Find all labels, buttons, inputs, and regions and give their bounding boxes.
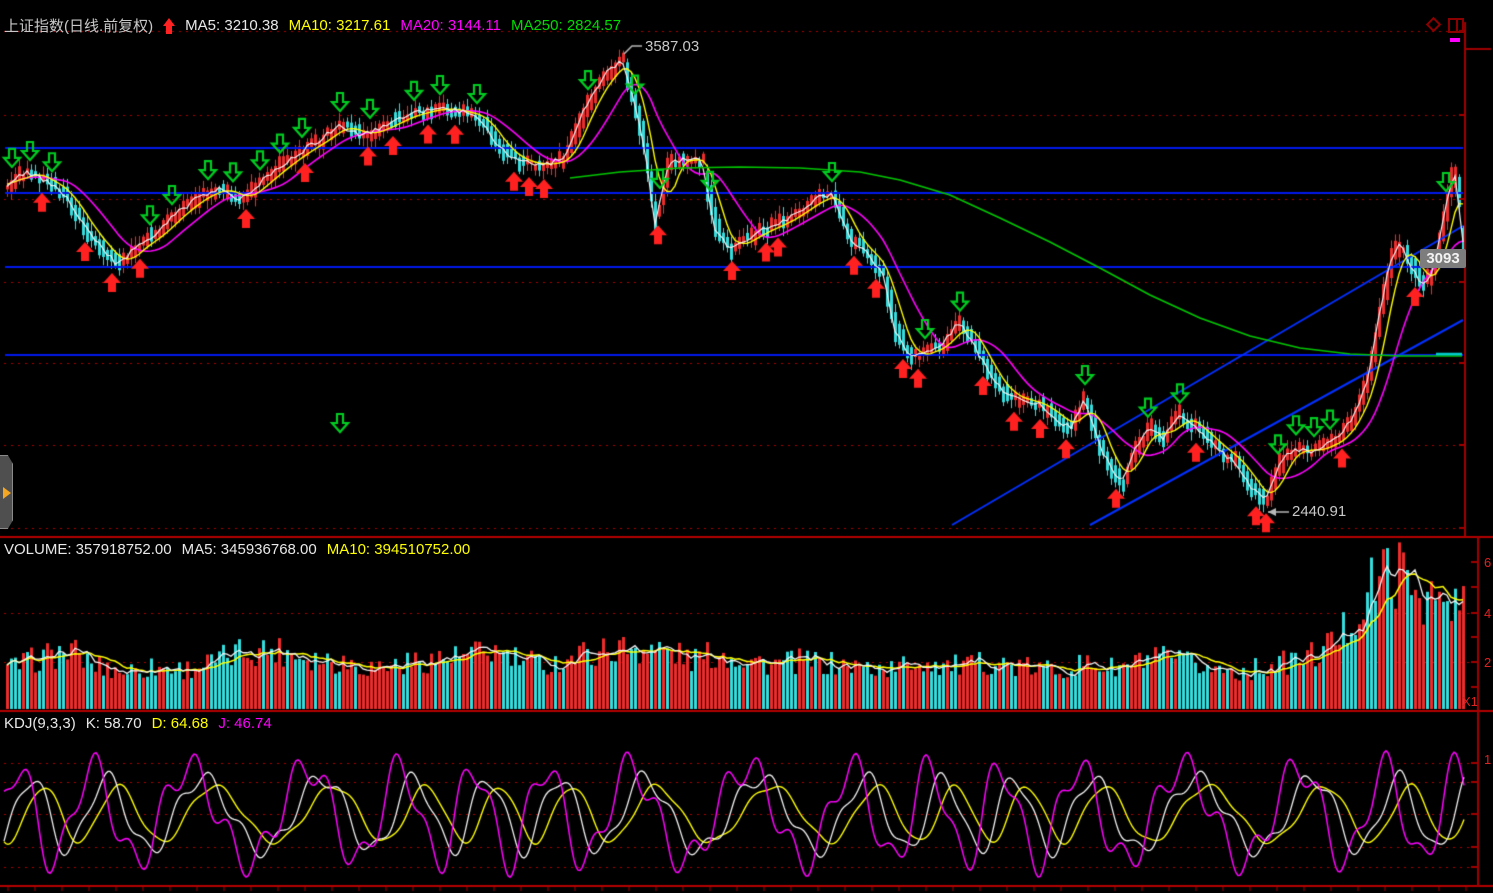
volume-label: VOLUME: 357918752.00 [4, 541, 172, 558]
sidebar-expand-handle[interactable] [0, 455, 13, 529]
kdj-label: KDJ(9,3,3) [4, 715, 76, 732]
volume-axis-label: 6 [1484, 555, 1492, 570]
kdj-axis-label: 1 [1484, 752, 1492, 767]
ma5-label: MA5: 3210.38 [185, 17, 279, 34]
minimize-dash-icon[interactable] [1450, 38, 1460, 42]
volume-axis-label: 2 [1484, 655, 1492, 670]
kdj-d-label: D: 64.68 [151, 715, 209, 732]
kdj-j-label: J: 46.74 [218, 715, 272, 732]
volume-header: VOLUME: 357918752.00 MA5: 345936768.00 M… [4, 541, 470, 558]
volume-axis-label: 4 [1484, 606, 1492, 621]
low-annotation: 2440.91 [1292, 503, 1347, 520]
high-annotation: 3587.03 [645, 38, 700, 55]
main-chart-header: 上证指数(日线.前复权) MA5: 3210.38 MA10: 3217.61 … [4, 15, 621, 36]
symbol-title[interactable]: 上证指数(日线.前复权) [4, 18, 154, 35]
ma250-label: MA250: 2824.57 [510, 17, 622, 34]
up-arrow-icon [163, 17, 176, 34]
volume-ma5-label: MA5: 345936768.00 [181, 541, 317, 558]
expand-arrow-icon [3, 487, 11, 499]
kdj-header: KDJ(9,3,3) K: 58.70 D: 64.68 J: 46.74 [4, 715, 272, 732]
ma20-label: MA20: 3144.11 [400, 17, 501, 34]
ma10-label: MA10: 3217.61 [288, 17, 391, 34]
last-price-tag: 3093 [1420, 249, 1466, 268]
split-window-icon[interactable] [1448, 18, 1464, 33]
kdj-k-label: K: 58.70 [85, 715, 142, 732]
volume-ma10-label: MA10: 394510752.00 [326, 541, 471, 558]
x-scale-label: X1 [1462, 694, 1478, 709]
